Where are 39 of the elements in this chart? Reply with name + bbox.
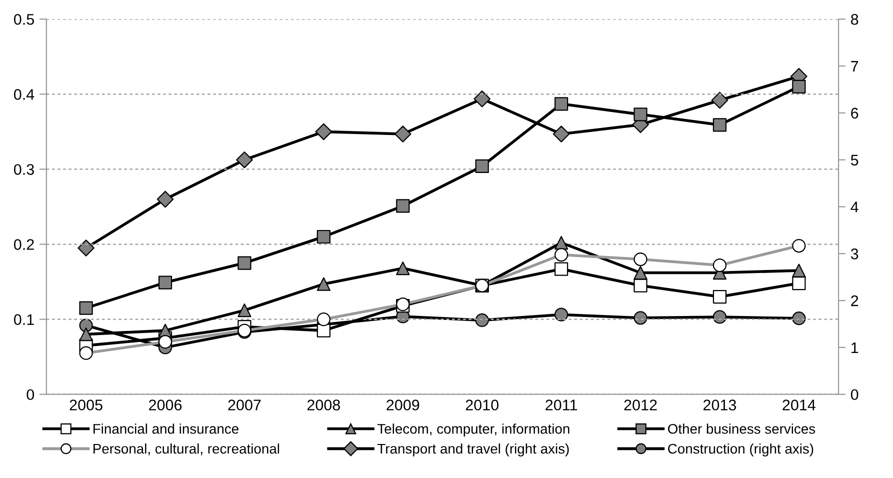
- y2-tick-label: 8: [850, 14, 858, 25]
- point: [396, 261, 410, 276]
- legend-label: Personal, cultural, recreational: [94, 443, 280, 456]
- y2-tick-label: 2: [851, 295, 858, 306]
- legend-label: Transport and travel (right axis): [377, 443, 569, 456]
- x-tick-label: 2007: [228, 400, 261, 410]
- y-tick-label: 0.1: [14, 314, 34, 325]
- y2-tick-label: 5: [850, 154, 858, 166]
- x-tick-label: 2012: [624, 400, 657, 410]
- y-tick-label: 0.3: [14, 164, 34, 175]
- point: [238, 303, 252, 318]
- y2-tick-label: 7: [851, 61, 858, 72]
- y2-tick-label: 1: [851, 342, 858, 353]
- legend-label: Telecom, computer, information: [377, 424, 570, 437]
- y2-tick-label: 6: [851, 108, 858, 119]
- point: [158, 324, 172, 338]
- x-tick-label: 2006: [149, 400, 182, 410]
- y-tick-label: 0.2: [14, 239, 34, 250]
- point: [634, 266, 648, 280]
- point: [554, 236, 568, 250]
- point: [316, 277, 330, 291]
- legend-label: Other business services: [668, 424, 816, 434]
- x-tick-label: 2014: [782, 400, 816, 410]
- x-tick-label: 2010: [466, 400, 498, 410]
- legend-label: Financial and insurance: [94, 424, 238, 434]
- x-tick-label: 2011: [546, 400, 577, 410]
- y-tick-label: 0: [26, 389, 34, 400]
- x-tick-label: 2008: [307, 400, 340, 410]
- x-tick-label: 2013: [703, 400, 736, 410]
- y2-tick-label: 0: [850, 389, 858, 400]
- y2-tick-label: 3: [850, 248, 858, 260]
- x-tick-label: 2009: [386, 400, 420, 410]
- point: [792, 264, 806, 278]
- x-tick-label: 2005: [70, 400, 102, 410]
- y-tick-label: 0.5: [14, 14, 34, 25]
- legend-label: Construction (right axis): [668, 443, 814, 456]
- y-tick-label: 0.4: [14, 89, 34, 100]
- point: [79, 328, 93, 342]
- y2-tick-label: 4: [850, 202, 858, 212]
